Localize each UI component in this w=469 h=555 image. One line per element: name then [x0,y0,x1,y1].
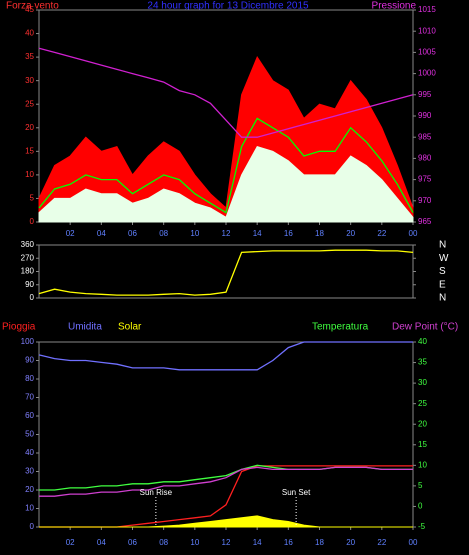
y2-tick-label: 995 [418,90,432,99]
y2-tick-label: 1005 [418,48,436,57]
y2-tick-label: 975 [418,175,432,184]
line-series [39,466,413,497]
y-tick-label: 50 [25,430,34,439]
y-tick-label: 60 [25,411,34,420]
y-tick-label: 30 [25,467,34,476]
x-tick-label: 18 [315,538,324,547]
y2-tick-label: 990 [418,111,432,120]
x-tick-label: 20 [346,229,355,238]
y-tick-label: 180 [21,267,35,276]
y2-tick-label: 25 [418,399,427,408]
x-tick-label: 00 [409,229,418,238]
x-tick-label: 14 [253,229,262,238]
y-tick-label: 0 [30,522,35,531]
y2-tick-label: 10 [418,460,427,469]
y-tick-label: 30 [25,76,34,85]
x-tick-label: 12 [222,538,231,547]
x-tick-label: 14 [253,538,262,547]
area-series [39,515,413,528]
y2-tick-label: 30 [418,378,427,387]
legend-entry: Solar [118,322,142,333]
y2-tick-label: 980 [418,154,432,163]
y-tick-label: 40 [25,448,34,457]
x-tick-label: 02 [66,229,75,238]
area-series [38,146,414,223]
y2-tick-label: 0 [418,502,423,511]
line-series [38,117,414,214]
x-tick-label: 16 [284,538,293,547]
y-tick-label: 45 [25,5,34,14]
x-tick-label: 04 [97,229,106,238]
y-tick-label: 10 [25,170,34,179]
y-tick-label: 20 [25,123,34,132]
x-tick-label: 18 [315,229,324,238]
x-tick-label: 06 [128,538,137,547]
x-tick-label: 12 [222,229,231,238]
y-tick-label: 360 [21,240,35,249]
y2-tick-label: E [439,279,446,290]
y-tick-label: 90 [25,356,34,365]
x-tick-label: 22 [377,229,386,238]
y2-tick-label: 1015 [418,5,436,14]
y-tick-label: 80 [25,374,34,383]
y2-tick-label: 35 [418,358,427,367]
y2-tick-label: 5 [418,481,423,490]
plot-frame [38,244,414,299]
y-tick-label: 40 [25,29,34,38]
y2-tick-label: 40 [418,337,427,346]
legend-entry: Pioggia [2,322,36,333]
legend-entry: Umidita [68,322,102,333]
y2-tick-label: W [439,253,449,264]
y-tick-label: 35 [25,52,34,61]
chart-title: 24 hour graph for 13 Dicembre 2015 [147,1,309,12]
annotation-label: Sun Set [282,488,311,497]
y-tick-label: 15 [25,146,34,155]
x-tick-label: 20 [346,538,355,547]
y-tick-label: 25 [25,99,34,108]
x-tick-label: 16 [284,229,293,238]
y2-tick-label: 965 [418,217,432,226]
x-tick-label: 10 [190,229,199,238]
x-tick-label: 06 [128,229,137,238]
x-tick-label: 00 [409,538,418,547]
y-tick-label: 5 [30,194,35,203]
y2-tick-label: -5 [418,522,426,531]
y-tick-label: 100 [21,337,35,346]
y2-tick-label: 20 [418,419,427,428]
y-tick-label: 70 [25,393,34,402]
line-series [38,341,413,371]
y2-tick-label: N [439,293,446,304]
x-tick-label: 04 [97,538,106,547]
y2-tick-label: 15 [418,440,427,449]
y2-tick-label: 1010 [418,26,436,35]
pressure-label: Pressione [372,1,417,12]
y2-tick-label: 1000 [418,69,436,78]
x-tick-label: 08 [159,538,168,547]
annotation-label: Sun Rise [140,488,173,497]
y2-tick-label: 985 [418,132,432,141]
x-tick-label: 22 [377,538,386,547]
legend-entry: Temperatura [312,322,369,333]
y2-tick-label: 970 [418,196,432,205]
y-tick-label: 0 [30,293,35,302]
wind-label: Forza vento [6,1,59,12]
line-series [38,47,414,138]
x-tick-label: 02 [66,538,75,547]
y-tick-label: 90 [25,280,34,289]
y-tick-label: 10 [25,504,34,513]
y-tick-label: 270 [21,253,35,262]
y-tick-label: 0 [30,217,35,226]
line-series [38,249,414,296]
x-tick-label: 10 [190,538,199,547]
legend-entry: Dew Point (°C) [392,322,458,333]
y-tick-label: 20 [25,485,34,494]
y2-tick-label: N [439,240,446,251]
x-tick-label: 08 [159,229,168,238]
y2-tick-label: S [439,266,446,277]
